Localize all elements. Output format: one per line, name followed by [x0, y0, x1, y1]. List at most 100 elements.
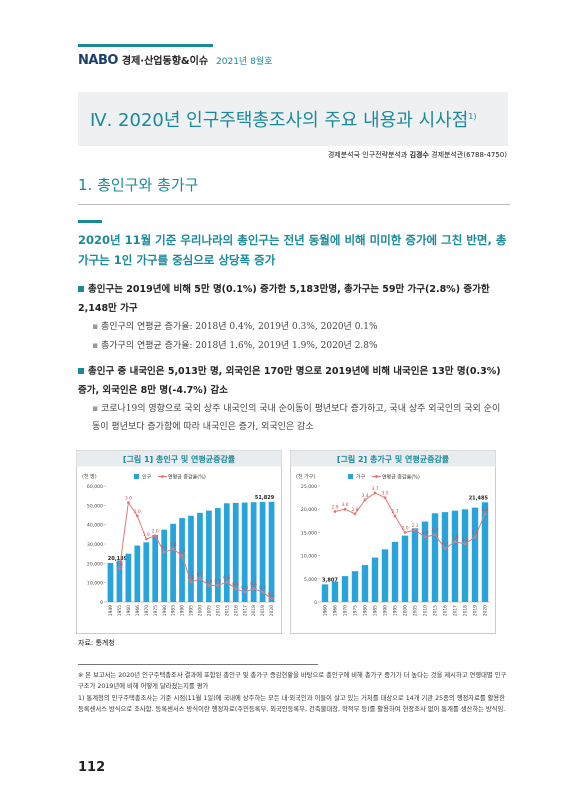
bar: [170, 523, 176, 602]
data-label: 0.3: [241, 585, 248, 591]
figure: [그림 1] 총인구 및 연평균증감률 (천 명) 0 10,000 20,000 30,…: [76, 450, 282, 634]
title-box: [78, 92, 508, 146]
x-tick-label: 1975: [153, 605, 159, 616]
data-label: 20,189: [108, 556, 128, 562]
x-tick-label: 2010: [423, 605, 429, 616]
line-point: [270, 597, 273, 601]
x-tick-label: 1970: [144, 605, 150, 616]
page-number: 112: [78, 760, 106, 775]
y-tick-label: 40,000: [87, 523, 103, 529]
bar: [214, 508, 221, 602]
data-label: 2.0: [152, 529, 159, 535]
y-tick-label: 10,000: [87, 581, 103, 587]
data-label: 0.5: [205, 578, 212, 584]
data-label: 2.0: [402, 525, 409, 531]
bar: [421, 521, 429, 602]
y-tick-label: 15,000: [301, 530, 317, 536]
line-point: [198, 577, 202, 581]
data-label: 51,829: [255, 495, 275, 501]
figure-title: [그림 2] 총가구 및 연평균증감률: [337, 454, 450, 464]
line-point: [383, 496, 387, 499]
line-point: [118, 567, 121, 571]
x-tick-label: 1975: [353, 605, 359, 616]
unit: (천 명): [82, 473, 97, 480]
figure-caption-bg: [76, 450, 282, 467]
bar: [451, 510, 459, 602]
bar: [161, 529, 168, 602]
x-tick-label: 1990: [383, 605, 389, 616]
data-label: 0.1: [268, 592, 275, 598]
line-point: [393, 514, 397, 518]
line-point: [207, 584, 211, 587]
y-tick-label: 5,000: [304, 577, 317, 583]
header-rule: [78, 44, 213, 47]
header: NABO 경제·산업동향&이슈 2021년 8월호: [78, 52, 272, 68]
data-label: 0.4: [232, 582, 239, 588]
x-tick-label: 2000: [403, 605, 409, 616]
data-label: 1.9: [143, 532, 150, 538]
data-label: 3.0: [125, 496, 132, 502]
data-label: 3.4: [362, 493, 369, 499]
legend-label: 인구: [142, 474, 152, 481]
line-point: [433, 533, 437, 537]
x-tick-label: 2019: [260, 605, 266, 616]
bar: [232, 502, 239, 602]
data-label: 1.9: [432, 528, 439, 534]
x-tick-label: 1985: [373, 605, 379, 616]
line-point: [252, 587, 256, 591]
data-label: 1.5: [462, 537, 469, 543]
source: 자료: 통계청: [78, 639, 115, 647]
line-point: [443, 547, 447, 551]
data-label: 0.4: [250, 582, 257, 588]
x-tick-label: 2017: [453, 605, 459, 616]
x-tick-label: 2016: [233, 605, 239, 616]
bar: [331, 581, 339, 602]
x-tick-label: 1980: [162, 605, 168, 616]
affiliation: 경제분석국 인구전략분석과: [327, 151, 408, 159]
x-tick-label: 2020: [269, 605, 275, 616]
line-point: [483, 512, 487, 516]
bar: [471, 507, 479, 602]
x-tick-label: 2018: [463, 605, 469, 616]
x-tick-label: 1960: [323, 605, 329, 616]
bar: [268, 501, 275, 602]
sub-bullet: 총인구의 연평균 증가율: 2018년 0.4%, 2019년 0.3%, 20…: [92, 318, 508, 336]
line-point: [353, 512, 357, 516]
y-tick-label: 25,000: [301, 484, 317, 490]
line-point: [126, 501, 130, 504]
x-tick-label: 2005: [413, 605, 419, 616]
line-point: [189, 580, 193, 584]
bar: [381, 549, 389, 602]
bar: [321, 584, 329, 602]
x-tick-label: 1955: [117, 605, 123, 616]
line-point: [343, 507, 347, 511]
title-text: Ⅳ. 2020년 인구주택총조사의 주요 내용과 시사점: [90, 110, 469, 131]
data-label: 2.9: [332, 505, 339, 511]
summary-mark: [78, 220, 102, 223]
data-label: 1.0: [116, 562, 123, 568]
line-point: [153, 534, 157, 538]
x-tick-label: 1949: [108, 605, 114, 616]
x-tick-label: 2018: [251, 605, 257, 616]
title: Ⅳ. 2020년 인구주택총조사의 주요 내용과 시사점1): [90, 106, 477, 132]
bar: [351, 571, 359, 602]
x-tick-label: 1995: [393, 605, 399, 616]
line-point: [373, 491, 377, 495]
bar: [391, 541, 399, 602]
x-tick-label: 1966: [333, 605, 339, 616]
bullet: 총인구는 2019년에 비해 5만 명(0.1%) 증가한 5,183만명, 총…: [78, 280, 508, 318]
line-point: [234, 587, 238, 591]
legend-label: 연평균 증감율(%): [382, 474, 420, 481]
bar: [197, 512, 203, 602]
x-tick-label: 1960: [126, 605, 132, 616]
line-point: [144, 537, 148, 541]
data-label: 1.5: [161, 545, 168, 551]
data-label: 2.8: [352, 507, 359, 513]
x-tick-label: 1980: [363, 605, 369, 616]
data-label: 1.3: [442, 542, 449, 548]
x-tick-label: 2019: [473, 605, 479, 616]
x-tick-label: 2005: [206, 605, 212, 616]
data-label: 1.8: [472, 530, 479, 536]
authors: 경제분석국 인구전략분석과 김경수 경제분석관(6788-4750): [328, 150, 507, 160]
